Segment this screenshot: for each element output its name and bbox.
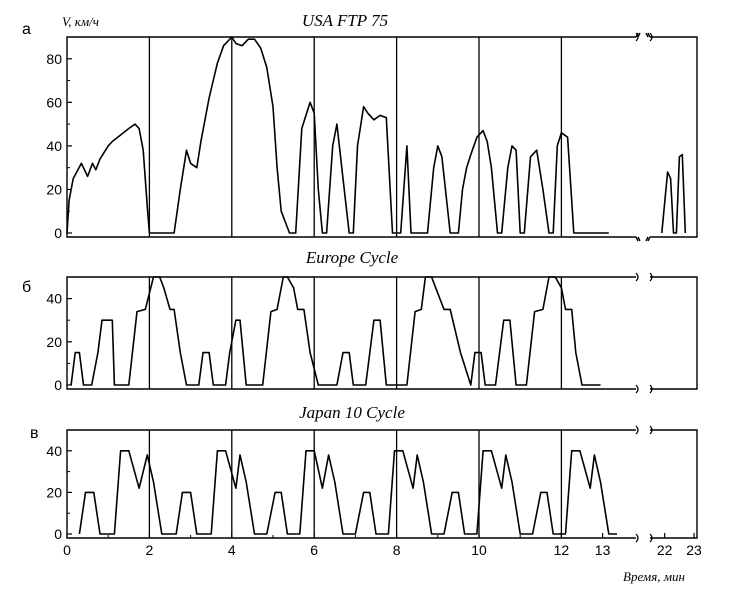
break-mark-a-top [635, 32, 653, 42]
speed-curve-panel-1-segment-0 [70, 276, 601, 386]
y-tick-label-40: 40 [46, 291, 62, 307]
x-tick-label-10: 10 [471, 542, 487, 558]
x-tick-label-23: 23 [686, 542, 702, 558]
frame-panel-a [66, 32, 698, 242]
chart-title-europe-cycle: Europe Cycle [305, 248, 399, 267]
y-tick-label-0: 0 [54, 526, 62, 542]
y-tick-label-40: 40 [46, 443, 62, 459]
axis-break-marks [635, 32, 653, 543]
speed-curve-panel-2-segment-0 [78, 450, 617, 535]
frame-panel-c [66, 429, 698, 539]
panel-usa-ftp75: а V, км/ч USA FTP 75 0 20 40 60 80 [22, 11, 698, 242]
panel-letter-b: б [22, 279, 31, 296]
chart-title-usa-ftp75: USA FTP 75 [302, 11, 388, 30]
break-mark-c [635, 425, 653, 543]
series-panel-b [70, 276, 601, 386]
x-tick-label-6: 6 [310, 542, 318, 558]
y-tick-label-0: 0 [54, 377, 62, 393]
x-tick-label-12: 12 [554, 542, 570, 558]
y-tick-label-60: 60 [46, 94, 62, 110]
chart-title-japan-10-cycle: Japan 10 Cycle [299, 403, 405, 422]
y-tick-label-20: 20 [46, 181, 62, 197]
x-tick-label-2: 2 [146, 542, 154, 558]
series-panel-a [66, 36, 687, 234]
y-tick-label-80: 80 [46, 51, 62, 67]
frame-panel-b [66, 276, 698, 390]
y-tick-label-40: 40 [46, 138, 62, 154]
panel-letter-a: а [22, 21, 31, 38]
x-tick-label-4: 4 [228, 542, 236, 558]
y-ticks-panel-c: 0 20 40 [46, 443, 72, 542]
series-panel-c [78, 450, 617, 535]
gridlines-panel-a [148, 37, 563, 237]
y-tick-label-20: 20 [46, 484, 62, 500]
x-tick-label-0: 0 [63, 542, 71, 558]
panel-europe-cycle: б Europe Cycle 0 20 40 [22, 248, 698, 393]
x-axis-label: Время, мин [623, 569, 685, 584]
panel-letter-c: в [30, 425, 39, 442]
y-tick-label-20: 20 [46, 334, 62, 350]
panel-japan-10-cycle: в Japan 10 Cycle 0 20 40 0 2 4 6 8 10 12 13 22 23 В… [30, 403, 702, 584]
y-axis-label: V, км/ч [62, 14, 99, 29]
speed-curve-panel-0-segment-1 [661, 153, 687, 234]
y-ticks-panel-b: 0 20 40 [46, 291, 72, 393]
break-mark-b [635, 272, 653, 394]
gridlines-panel-c [148, 430, 563, 538]
x-ticks-panel-c: 0 2 4 6 8 10 12 13 22 23 [63, 533, 702, 558]
y-tick-label-0: 0 [54, 225, 62, 241]
speed-curve-panel-0-segment-0 [66, 36, 609, 234]
x-tick-label-22: 22 [657, 542, 673, 558]
y-ticks-panel-a: 0 20 40 60 80 [46, 51, 72, 241]
x-tick-label-13: 13 [595, 542, 611, 558]
x-tick-label-8: 8 [393, 542, 401, 558]
